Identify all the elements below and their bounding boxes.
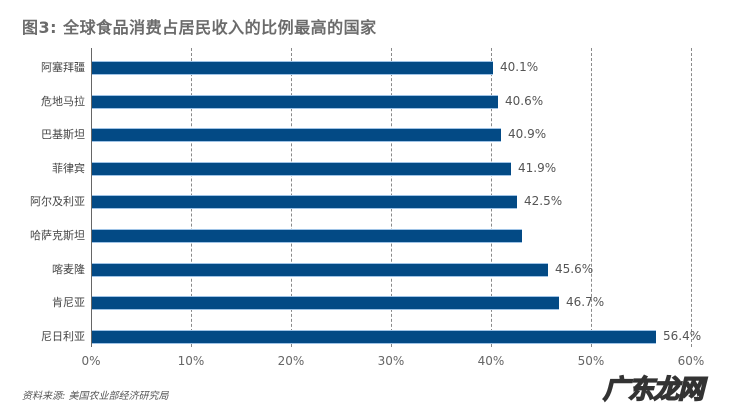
- value-label: 45.6%: [555, 261, 594, 276]
- category-label: 巴基斯坦: [41, 128, 85, 142]
- x-tick-label: 0%: [81, 354, 101, 368]
- x-tick-label: 60%: [677, 354, 705, 368]
- bar: [92, 297, 559, 310]
- value-label: 40.1%: [500, 60, 539, 74]
- gridline: [591, 48, 592, 347]
- category-label: 尼日利亚: [41, 329, 85, 343]
- bar: [92, 62, 493, 74]
- category-label: 阿尔及利亚: [30, 195, 85, 209]
- category-label: 哈萨克斯坦: [30, 229, 85, 242]
- category-label: 阿塞拜疆: [41, 61, 85, 74]
- bar: [92, 129, 501, 142]
- bar: [92, 263, 548, 276]
- value-label: 41.9%: [518, 160, 557, 175]
- category-label: 菲律宾: [52, 161, 85, 175]
- category-label: 危地马拉: [41, 94, 85, 108]
- category-label: 喀麦隆: [52, 262, 85, 276]
- x-tick-label: 20%: [277, 354, 305, 368]
- watermark-logo: 广东龙网: [602, 374, 705, 406]
- gridline: [691, 48, 692, 347]
- bar: [92, 95, 498, 108]
- x-tick-label: 50%: [577, 354, 605, 368]
- chart-title: 图3: 全球食品消费占居民收入的比例最高的国家: [22, 18, 377, 37]
- x-tick-label: 40%: [477, 354, 505, 368]
- value-label: 40.6%: [505, 93, 544, 108]
- y-axis-line: [91, 48, 92, 347]
- x-tick-label: 10%: [177, 354, 205, 368]
- category-label: 肯尼亚: [52, 296, 85, 310]
- value-label: 46.7%: [566, 295, 605, 310]
- source-note: 资料来源: 美国农业部经济研究局: [22, 391, 169, 402]
- bar: [92, 230, 522, 242]
- bar: [92, 330, 656, 343]
- value-label: 42.5%: [524, 194, 563, 209]
- bar: [92, 162, 511, 175]
- bar: [92, 196, 517, 209]
- value-label: 56.4%: [663, 328, 702, 343]
- value-label: 40.9%: [508, 127, 547, 142]
- x-tick-label: 30%: [377, 354, 405, 368]
